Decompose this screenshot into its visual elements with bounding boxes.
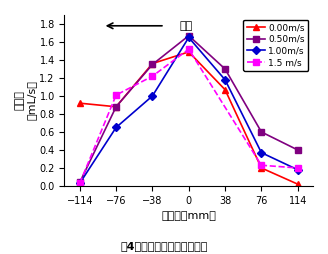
X-axis label: 塗布幅（mm）: 塗布幅（mm） (161, 211, 216, 221)
Line: 1.5 m/s: 1.5 m/s (77, 46, 300, 186)
1.5 m/s (259, 164, 263, 167)
Text: 围4４　吐出量への風の影響: 围4４ 吐出量への風の影響 (120, 242, 208, 251)
1.00m/s (187, 36, 191, 39)
0.50m/s (223, 68, 227, 71)
1.00m/s (223, 78, 227, 81)
Line: 1.00m/s: 1.00m/s (77, 35, 300, 186)
0.50m/s (151, 63, 154, 66)
1.5 m/s (78, 182, 82, 185)
1.00m/s (259, 151, 263, 154)
1.5 m/s (151, 75, 154, 78)
1.00m/s (78, 182, 82, 185)
1.5 m/s (296, 166, 300, 169)
1.00m/s (114, 126, 118, 129)
Line: 0.00m/s: 0.00m/s (76, 49, 301, 188)
0.50m/s (187, 34, 191, 37)
1.5 m/s (114, 93, 118, 97)
Line: 0.50m/s: 0.50m/s (77, 33, 300, 185)
0.00m/s (151, 62, 154, 65)
Y-axis label: 吐出量
（mL/s）: 吐出量 （mL/s） (15, 81, 37, 120)
0.50m/s (259, 131, 263, 134)
0.50m/s (78, 181, 82, 184)
1.00m/s (296, 168, 300, 171)
Text: 風向: 風向 (179, 21, 193, 31)
1.5 m/s (187, 48, 191, 51)
1.00m/s (151, 94, 154, 98)
0.00m/s (223, 88, 227, 91)
0.00m/s (296, 183, 300, 186)
0.00m/s (187, 50, 191, 53)
0.50m/s (114, 105, 118, 108)
0.00m/s (114, 105, 118, 108)
0.00m/s (78, 102, 82, 105)
0.00m/s (259, 166, 263, 169)
Legend: 0.00m/s, 0.50m/s, 1.00m/s, 1.5 m/s: 0.00m/s, 0.50m/s, 1.00m/s, 1.5 m/s (243, 20, 309, 71)
0.50m/s (296, 148, 300, 151)
